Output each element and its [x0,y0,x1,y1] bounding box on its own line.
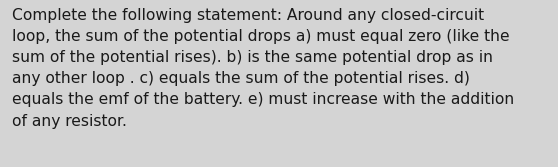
Text: Complete the following statement: Around any closed-circuit
loop, the sum of the: Complete the following statement: Around… [12,8,514,129]
